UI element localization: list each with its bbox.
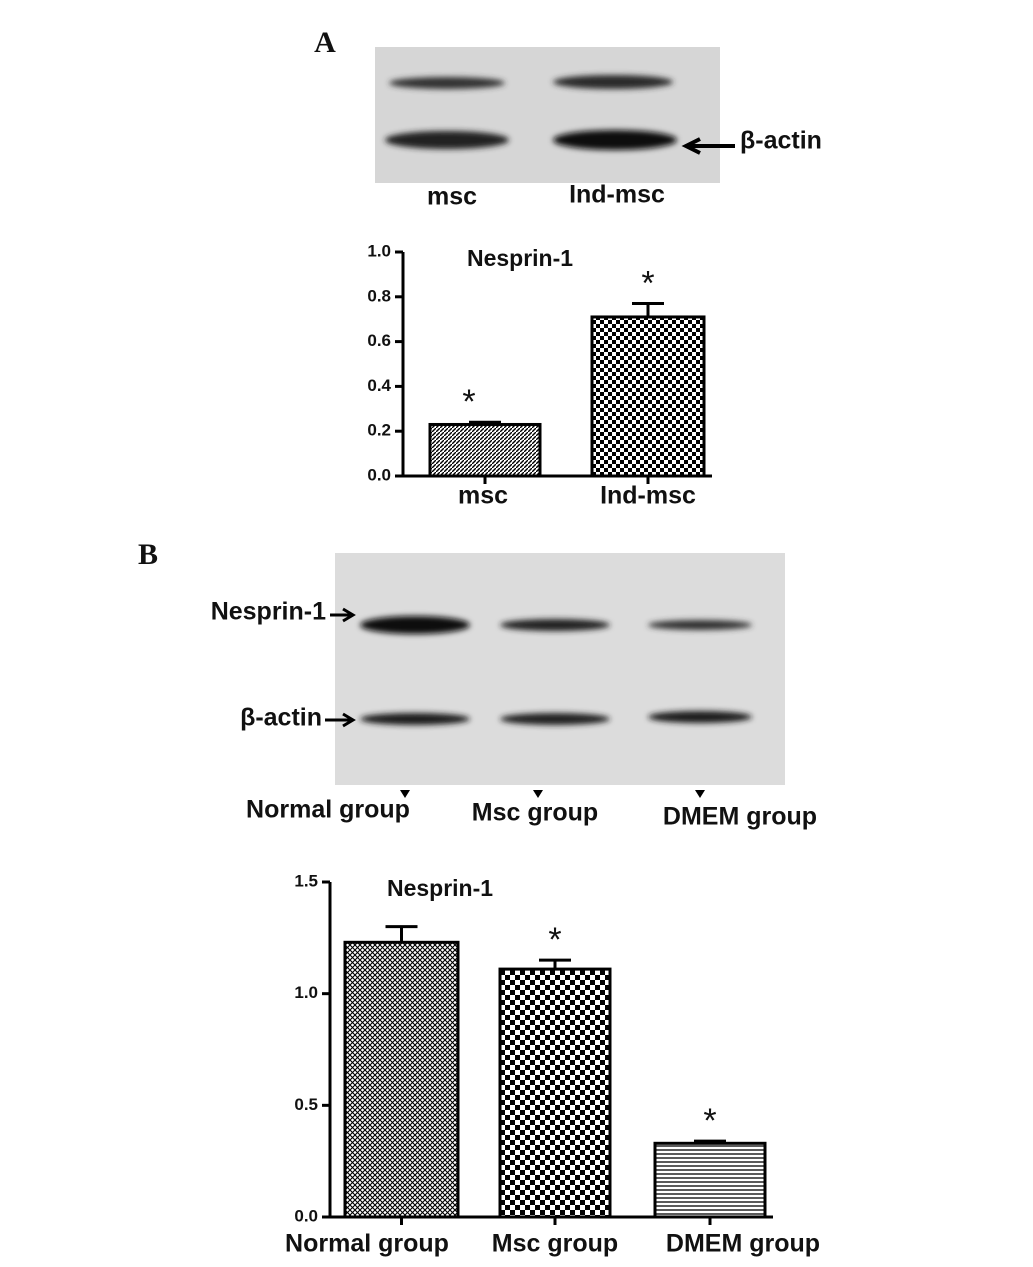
annotation: * <box>548 921 561 959</box>
arrow <box>681 137 735 155</box>
chart-title: Nesprin-1 <box>387 875 493 901</box>
lane-label: Msc group <box>472 799 598 827</box>
y-tick-label: 0.0 <box>367 465 391 484</box>
arrow <box>330 607 356 623</box>
blot <box>375 47 720 183</box>
band-label: Nesprin-1 <box>211 598 326 626</box>
band-label: β-actin <box>740 127 822 155</box>
bar <box>653 1141 767 1219</box>
error-bar <box>385 925 418 943</box>
chart-title: Nesprin-1 <box>467 245 573 271</box>
y-tick-label: 0.2 <box>367 421 391 440</box>
y-tick-label: 1.5 <box>294 871 318 890</box>
bands <box>385 75 677 150</box>
bands <box>360 616 752 725</box>
y-tick-label: 0.8 <box>367 286 391 305</box>
error-bar <box>539 958 571 970</box>
y-tick-label: 0.6 <box>367 331 391 350</box>
y-tick-label: 1.0 <box>294 983 318 1002</box>
panel-label: B <box>138 538 158 571</box>
y-tick-label: 0.5 <box>294 1095 318 1114</box>
annotation: * <box>703 1102 716 1140</box>
lane-label: msc <box>427 183 477 211</box>
bar <box>590 315 706 478</box>
y-tick-label: 0.4 <box>367 376 391 395</box>
lane-marker <box>400 790 705 798</box>
y-tick-label: 0.0 <box>294 1206 318 1225</box>
arrow <box>325 712 356 728</box>
lane-label: DMEM group <box>663 803 817 831</box>
error-bar <box>694 1139 726 1144</box>
x-tick-label: Ind-msc <box>600 482 696 510</box>
error-bar <box>632 302 664 317</box>
bar <box>498 967 612 1219</box>
annotation: * <box>641 265 654 303</box>
x-tick-label: msc <box>458 482 508 510</box>
x-tick-label: DMEM group <box>666 1230 820 1258</box>
error-bar <box>469 420 501 425</box>
panel-label: A <box>314 26 336 59</box>
blot <box>335 553 785 785</box>
y-tick-label: 1.0 <box>367 241 391 260</box>
x-tick-label: Normal group <box>285 1230 449 1258</box>
bar <box>343 940 460 1219</box>
lane-label: Ind-msc <box>569 181 665 209</box>
lane-label: Normal group <box>246 796 410 824</box>
annotation: * <box>462 383 475 421</box>
band-label: β-actin <box>240 704 322 732</box>
bar <box>428 422 542 478</box>
x-tick-label: Msc group <box>492 1230 618 1258</box>
